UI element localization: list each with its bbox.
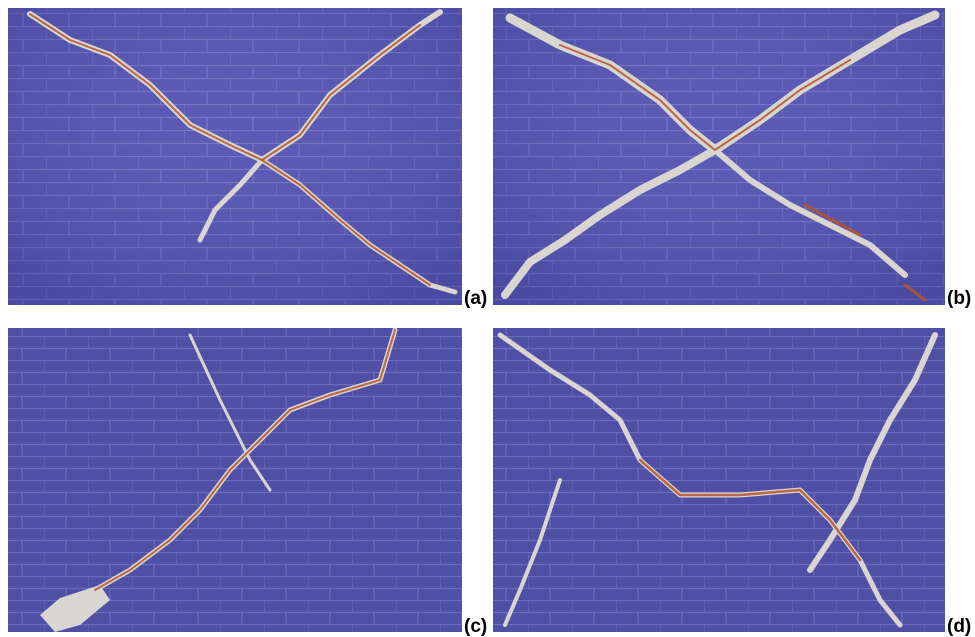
panel-label: (a) [464, 288, 487, 309]
panel-label: (b) [947, 288, 971, 309]
page: (a) (b) (c) (d) (() => { const data = JS… [0, 0, 975, 637]
panel-d: (d) [493, 328, 971, 637]
wall-image [8, 328, 462, 632]
figure: (a) (b) (c) (d) [0, 0, 975, 637]
panel-b: (b) [493, 8, 971, 309]
panel-a: (a) [8, 8, 487, 309]
panel-label: (d) [947, 616, 971, 637]
panel-c: (c) [8, 328, 487, 637]
panel-label: (c) [464, 616, 487, 637]
